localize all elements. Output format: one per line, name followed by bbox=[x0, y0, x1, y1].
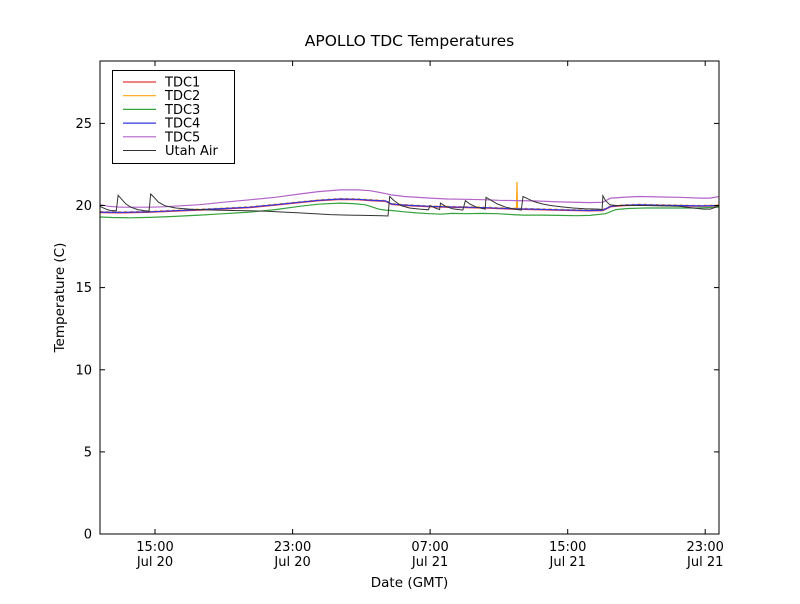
x-tick-label-time-0: 15:00 bbox=[136, 540, 173, 555]
legend-box bbox=[112, 70, 235, 164]
series-tdc5 bbox=[100, 189, 719, 208]
y-tick-label-5: 25 bbox=[75, 117, 92, 132]
x-tick-label-date-0: Jul 20 bbox=[136, 555, 173, 570]
y-tick-label-3: 15 bbox=[75, 281, 92, 296]
chart-title: APOLLO TDC Temperatures bbox=[305, 32, 514, 50]
legend-label-tdc5: TDC5 bbox=[164, 130, 200, 145]
x-tick-label-time-3: 15:00 bbox=[549, 540, 586, 555]
legend-label-tdc2: TDC2 bbox=[164, 89, 200, 104]
y-axis-label: Temperature (C) bbox=[52, 243, 68, 354]
x-tick-label-date-3: Jul 21 bbox=[549, 555, 586, 570]
x-tick-label-date-4: Jul 21 bbox=[686, 555, 723, 570]
x-tick-label-time-4: 23:00 bbox=[686, 540, 723, 555]
series-utah-air bbox=[100, 192, 719, 217]
x-tick-label-date-1: Jul 20 bbox=[273, 555, 310, 570]
legend-label-tdc3: TDC3 bbox=[164, 103, 200, 118]
y-tick-label-1: 5 bbox=[84, 445, 92, 460]
series-tdc3 bbox=[100, 202, 719, 219]
series-layer bbox=[100, 181, 719, 219]
y-tick-label-2: 10 bbox=[75, 363, 92, 378]
y-tick-label-4: 20 bbox=[75, 199, 92, 214]
legend-label-tdc4: TDC4 bbox=[164, 117, 200, 132]
plot-frame bbox=[99, 60, 720, 535]
ticks-layer bbox=[100, 61, 719, 535]
series-tdc2-segment-1 bbox=[515, 181, 519, 209]
series-tdc1 bbox=[100, 198, 719, 214]
legend-label-utah-air: Utah Air bbox=[165, 144, 218, 159]
x-tick-label-date-2: Jul 21 bbox=[411, 555, 448, 570]
y-tick-label-0: 0 bbox=[84, 528, 92, 543]
x-tick-label-time-2: 07:00 bbox=[411, 540, 448, 555]
legend-label-tdc1: TDC1 bbox=[164, 76, 200, 91]
x-tick-label-time-1: 23:00 bbox=[274, 540, 311, 555]
x-axis-label: Date (GMT) bbox=[371, 575, 448, 591]
